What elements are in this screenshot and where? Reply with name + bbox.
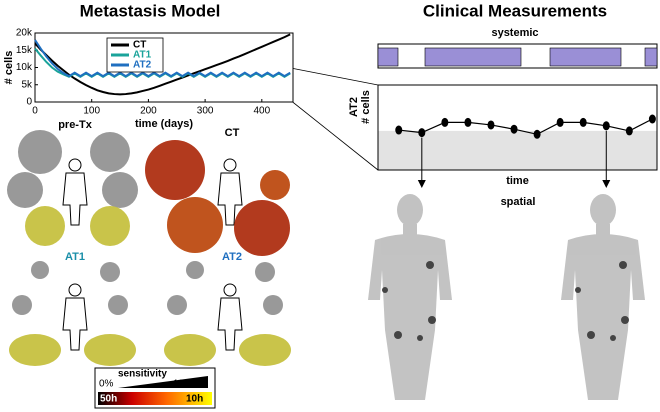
panel-label: AT1: [65, 251, 85, 263]
y-tick-label: 15k: [16, 45, 33, 56]
legend-label: AT2: [133, 60, 152, 71]
data-point: [510, 124, 518, 134]
panel-label: CT: [225, 127, 240, 139]
x-tick-label: 200: [140, 106, 157, 117]
right-title: Clinical Measurements: [423, 1, 607, 20]
left-title: Metastasis Model: [80, 1, 221, 20]
plot-area: [34, 32, 294, 103]
colorbar-start: 50h: [100, 394, 117, 405]
data-point: [464, 117, 472, 127]
data-point: [487, 120, 495, 130]
x-tick-label: 0: [32, 106, 38, 117]
colorbar: [94, 367, 216, 409]
data-point: [648, 114, 656, 124]
y-axis-label: AT2: [348, 97, 360, 117]
bone-lesions: [382, 261, 629, 341]
data-point: [556, 117, 564, 127]
colorbar-low: 0%: [99, 379, 114, 390]
legend-label: AT1: [133, 50, 152, 61]
body-schematics: [62, 158, 243, 351]
colorbar-end: 10h: [186, 394, 203, 405]
data-point: [602, 121, 610, 131]
arrow-head: [602, 180, 611, 188]
panel-label: AT2: [222, 251, 242, 263]
x-axis-label: time (days): [135, 118, 193, 130]
x-tick-label: 100: [83, 106, 100, 117]
shaded-region: [378, 130, 657, 170]
data-point: [441, 117, 449, 127]
x-tick-label: 400: [253, 106, 270, 117]
arrow-head: [417, 180, 426, 188]
series-line: [398, 118, 653, 135]
series-line: [34, 33, 291, 96]
y-tick-label: 10k: [16, 62, 33, 73]
panel-label: pre-Tx: [58, 119, 93, 131]
series-line: [34, 39, 291, 78]
data-point: [579, 117, 587, 127]
data-point: [625, 126, 633, 136]
systemic-label: systemic: [491, 27, 538, 39]
y-tick-label: 20k: [16, 28, 33, 39]
data-point: [418, 128, 426, 138]
metastases: [7, 130, 291, 366]
colorbar-high: 100%: [173, 379, 199, 390]
data-point: [395, 125, 403, 135]
data-point: [533, 129, 541, 139]
colorbar-title: sensitivity: [118, 369, 167, 380]
x-axis-label: time: [506, 175, 529, 187]
y-tick-label: 0: [26, 97, 32, 108]
systemic-bar: [377, 43, 658, 69]
y-axis-label: # cells: [3, 51, 15, 85]
bone-scan: [368, 194, 645, 400]
y-tick-label: 5k: [21, 79, 33, 90]
x-tick-label: 300: [197, 106, 214, 117]
y-axis-label: # cells: [360, 90, 372, 124]
legend-label: CT: [133, 40, 146, 51]
spatial-label: spatial: [501, 196, 536, 208]
